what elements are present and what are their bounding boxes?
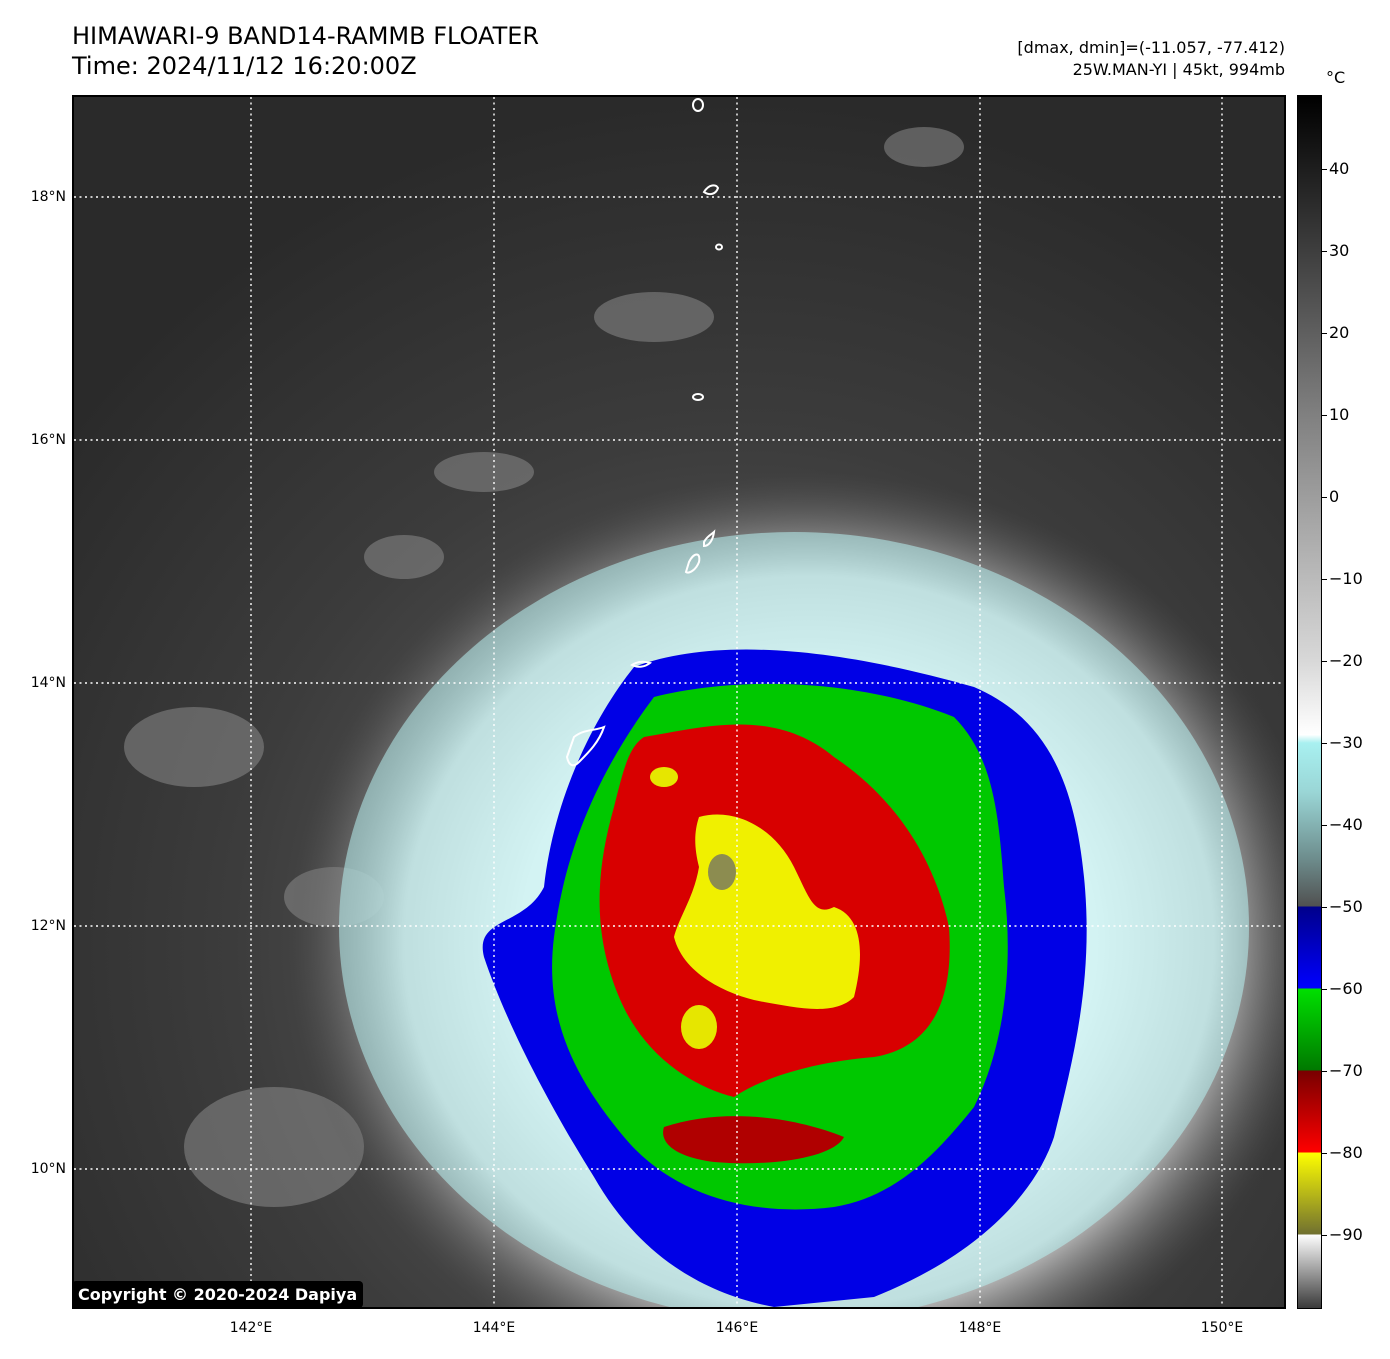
colorbar-label: 10 [1329, 404, 1350, 424]
colorbar [1297, 95, 1322, 1309]
colorbar-label: 20 [1329, 322, 1350, 342]
colorbar-label: 40 [1329, 158, 1350, 178]
yellow-spot-small [650, 767, 678, 787]
lat-label-14n: 14°N [30, 675, 66, 691]
colorbar-tick [1322, 250, 1327, 252]
image-time: Time: 2024/11/12 16:20:00Z [72, 52, 417, 80]
image-title: HIMAWARI-9 BAND14-RAMMB FLOATER [72, 22, 540, 50]
lat-label-10n: 10°N [30, 1161, 66, 1177]
olive-spot [708, 854, 736, 890]
colorbar-tick [1322, 332, 1327, 334]
lat-label-12n: 12°N [30, 918, 66, 934]
value-range-text: [dmax, dmin]=(-11.057, -77.412) [1017, 38, 1285, 57]
satellite-imagery [74, 97, 1284, 1307]
colorbar-label: 30 [1329, 240, 1350, 260]
copyright-badge: Copyright © 2020-2024 Dapiya [72, 1281, 364, 1308]
lon-label-146e: 146°E [715, 1320, 759, 1336]
colorbar-unit: °C [1326, 68, 1346, 87]
lon-label-150e: 150°E [1200, 1320, 1244, 1336]
lon-label-148e: 148°E [958, 1320, 1002, 1336]
colorbar-tick [1322, 825, 1327, 826]
colorbar-tick [1322, 168, 1327, 170]
colorbar-label: −80 [1329, 1143, 1363, 1163]
colorbar-label: 0 [1329, 486, 1340, 506]
colorbar-tick [1322, 1071, 1327, 1073]
colorbar-tick [1322, 414, 1327, 416]
lon-label-142e: 142°E [229, 1320, 273, 1336]
colorbar-label: −40 [1329, 815, 1363, 834]
colorbar-label: −10 [1329, 569, 1363, 588]
colorbar-tick [1322, 989, 1327, 991]
colorbar-tick [1322, 1153, 1327, 1155]
colorbar-label: −90 [1329, 1225, 1363, 1245]
colorbar-tick [1322, 496, 1327, 498]
colorbar-tick [1322, 579, 1327, 580]
coastlines [565, 98, 723, 767]
satellite-map [72, 95, 1286, 1309]
lat-label-16n: 16°N [30, 432, 66, 448]
colorbar-tick [1322, 743, 1327, 744]
colorbar-label: −60 [1329, 979, 1363, 999]
graticule [74, 97, 1284, 1307]
colorbar-label: −30 [1329, 733, 1363, 752]
red-lower-band [663, 1116, 844, 1164]
colorbar-label: −50 [1329, 897, 1363, 917]
lon-label-144e: 144°E [472, 1320, 516, 1336]
colorbar-label: −70 [1329, 1061, 1363, 1081]
lat-label-18n: 18°N [30, 189, 66, 205]
storm-info-text: 25W.MAN-YI | 45kt, 994mb [1072, 60, 1285, 79]
colorbar-tick [1322, 1235, 1327, 1237]
colorbar-tick [1322, 907, 1327, 909]
yellow-spot [681, 1005, 717, 1049]
colorbar-tick [1322, 661, 1327, 662]
colorbar-label: −20 [1329, 651, 1363, 670]
